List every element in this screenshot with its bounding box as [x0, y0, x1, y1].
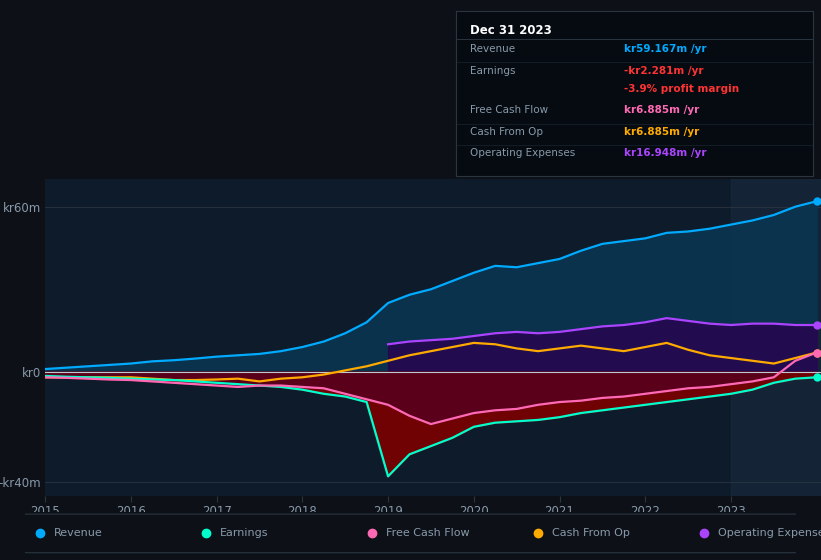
- Text: Free Cash Flow: Free Cash Flow: [470, 105, 548, 115]
- Text: Revenue: Revenue: [54, 529, 103, 538]
- Text: kr6.885m /yr: kr6.885m /yr: [623, 105, 699, 115]
- Text: Free Cash Flow: Free Cash Flow: [386, 529, 470, 538]
- Text: kr6.885m /yr: kr6.885m /yr: [623, 127, 699, 137]
- Text: Earnings: Earnings: [470, 66, 516, 76]
- Text: -3.9% profit margin: -3.9% profit margin: [623, 84, 739, 94]
- Text: Earnings: Earnings: [220, 529, 268, 538]
- Text: Dec 31 2023: Dec 31 2023: [470, 25, 552, 38]
- Text: Operating Expenses: Operating Expenses: [718, 529, 821, 538]
- Text: Revenue: Revenue: [470, 44, 515, 54]
- Text: Cash From Op: Cash From Op: [470, 127, 543, 137]
- Text: -kr2.281m /yr: -kr2.281m /yr: [623, 66, 703, 76]
- Text: kr16.948m /yr: kr16.948m /yr: [623, 148, 706, 158]
- Text: Cash From Op: Cash From Op: [552, 529, 630, 538]
- Text: kr59.167m /yr: kr59.167m /yr: [623, 44, 706, 54]
- Bar: [731, 179, 821, 496]
- Text: Operating Expenses: Operating Expenses: [470, 148, 576, 158]
